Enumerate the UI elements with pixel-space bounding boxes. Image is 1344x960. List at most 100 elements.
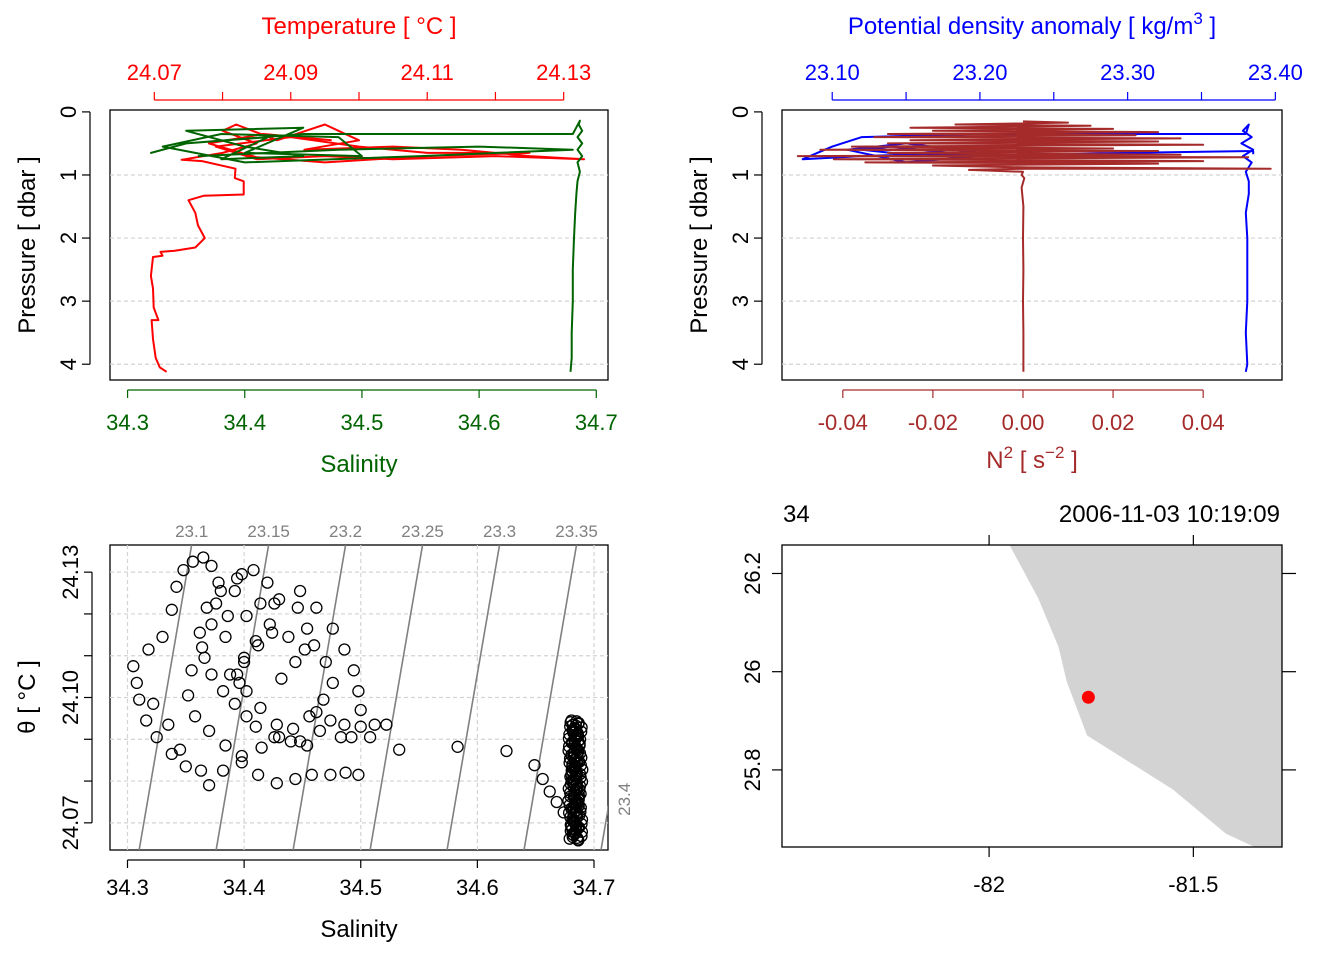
ts-point [233, 676, 246, 690]
ts-point [205, 668, 218, 681]
ts-point [334, 731, 348, 744]
ts-point [249, 634, 262, 648]
pressure-tick-label: 4 [56, 358, 81, 370]
ts-diagram-xlabel: Salinity [320, 916, 397, 943]
ts-point [202, 724, 216, 738]
ts-point [235, 756, 248, 769]
ts-point [228, 584, 241, 598]
salinity-tick-label: 34.3 [106, 410, 149, 435]
ts-profile-grid [110, 174, 608, 365]
ts-point [197, 551, 210, 564]
latitude-tick-label: 25.8 [740, 748, 765, 791]
ts-point [284, 735, 297, 748]
isopycnal-line-23.35 [523, 545, 578, 850]
ts-profile-axes: 0 1 2 3 4 34.3 34.4 34.5 34.6 34.7 24.07 24.09 24.11… [56, 60, 618, 435]
n2-tick-label: -0.04 [818, 410, 868, 435]
ts-point [282, 630, 295, 644]
ts-point [352, 685, 365, 698]
pressure-tick-label: 3 [728, 295, 753, 307]
ts-point [543, 785, 556, 798]
ts-point [272, 731, 286, 744]
n2-label-sup: 2 [1004, 443, 1013, 462]
isopycnal-line-23.15 [215, 545, 270, 850]
isopycnal-line-23.1 [138, 545, 193, 850]
ts-point [133, 693, 146, 706]
ts-point [324, 714, 337, 727]
ts-point [451, 740, 464, 753]
ts-point [147, 697, 160, 710]
density-tick-label: 23.40 [1248, 60, 1303, 85]
ts-point [536, 772, 549, 786]
ts-point [200, 601, 213, 614]
ts-point [570, 715, 583, 728]
latitude-tick-label: 26.2 [740, 552, 765, 595]
ts-point [354, 703, 367, 717]
ts-point [368, 718, 381, 731]
ts-point [354, 720, 367, 733]
ts-point [181, 689, 195, 702]
n2-label-end: ] [1064, 447, 1077, 474]
ts-point [528, 759, 541, 772]
isopycnal-label-23.4: 23.4 [615, 783, 634, 816]
ts-point [223, 668, 237, 681]
ts-point [247, 563, 260, 577]
ts-point [572, 716, 585, 730]
panel-map: -82 -81.5 25.8 26 26.2 34 2006-11-03 10:19:0… [740, 501, 1296, 897]
density-profile-plot-frame [781, 109, 1283, 381]
salinity-tick-label: 34.4 [223, 875, 266, 900]
land-polygon [1009, 545, 1282, 847]
ts-point [265, 626, 279, 639]
ts-point [255, 741, 268, 754]
map-land [1009, 545, 1282, 847]
salinity-tick-label: 34.5 [341, 410, 384, 435]
ts-point [205, 618, 218, 631]
density-profile-grid [782, 174, 1282, 365]
ts-point [363, 731, 377, 744]
ts-point [193, 626, 206, 639]
isopycnal-label-23.3: 23.3 [483, 522, 516, 541]
station-marker [1081, 690, 1095, 704]
ts-point [270, 777, 283, 790]
ts-point [150, 731, 163, 744]
ts-diagram-ylabel: θ [ °C ] [14, 660, 41, 734]
ts-point [380, 718, 393, 731]
density-profile-lines [796, 120, 1272, 372]
ts-point [156, 630, 169, 644]
ts-point [254, 701, 267, 715]
ts-point [289, 772, 302, 786]
ts-point [205, 559, 218, 573]
ts-point [550, 795, 563, 809]
isopycnal-line-23.2 [292, 545, 347, 850]
density-tick-label: 23.20 [952, 60, 1007, 85]
ts-point [254, 597, 267, 610]
ts-point [310, 601, 323, 614]
ts-point [185, 664, 198, 677]
density-profile-title: Potential density anomaly [ kg/m3 ] [848, 9, 1216, 40]
ts-point [228, 697, 241, 710]
temperature-tick-label: 24.09 [263, 60, 318, 85]
ts-point [275, 672, 288, 685]
n2-tick-label: -0.02 [908, 410, 958, 435]
temperature-tick-label: 24.13 [536, 60, 591, 85]
series-line-salinity [150, 119, 584, 372]
ts-point [326, 676, 339, 690]
ts-point [313, 724, 327, 738]
ts-point [235, 568, 248, 581]
salinity-tick-label: 34.3 [106, 875, 149, 900]
ts-point [289, 655, 302, 669]
ts-point [305, 768, 318, 781]
ts-point [261, 576, 274, 589]
ts-diagram-points [127, 551, 589, 847]
ts-point [230, 572, 244, 585]
ts-point [352, 768, 365, 781]
series-line-temperature [149, 123, 586, 373]
density-tick-label: 23.10 [805, 60, 860, 85]
ts-point [345, 731, 358, 744]
map-station [1081, 690, 1095, 704]
ts-point [165, 603, 178, 616]
panel-ts-profile: 0 1 2 3 4 34.3 34.4 34.5 34.6 34.7 24.07 24.09 24.11… [14, 13, 618, 478]
ts-point [317, 693, 330, 706]
ts-point [249, 720, 262, 733]
